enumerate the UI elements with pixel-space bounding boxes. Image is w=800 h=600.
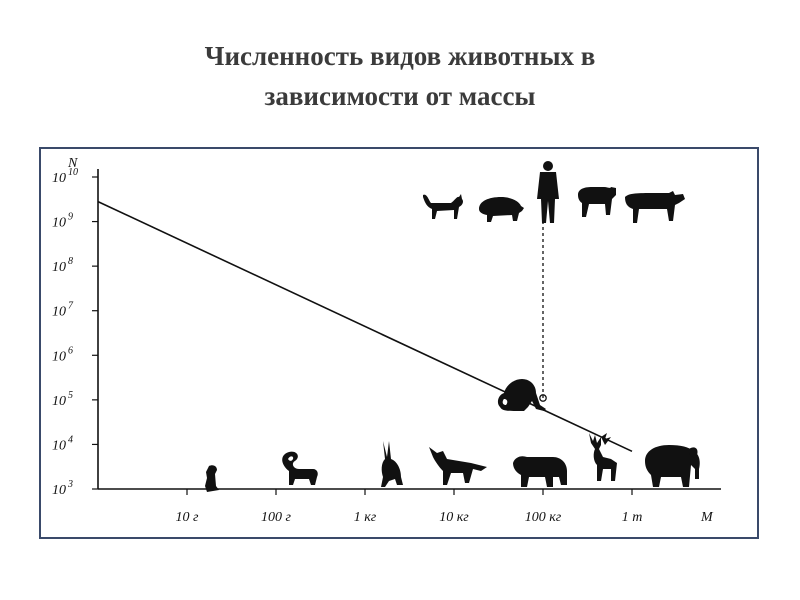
y-tick-label: 10 6 (52, 345, 73, 364)
y-tick-label: 10 8 (52, 256, 73, 275)
x-tick-label: 100 кг (525, 510, 562, 525)
x-axis-ticks: 10 г 100 г 1 кг 10 кг 100 кг 1 т (176, 489, 643, 525)
x-tick-label: 10 г (176, 510, 200, 525)
skunk-icon (282, 451, 318, 485)
y-tick-label: 10 3 (52, 479, 73, 498)
y-tick-label: 10 9 (52, 212, 73, 231)
y-tick-label: 10 10 (52, 167, 78, 186)
axes: NM (67, 156, 721, 525)
x-tick-label: 1 кг (354, 510, 377, 525)
slide-title: Численность видов животных в зависимости… (0, 36, 800, 116)
fox-icon (429, 447, 487, 485)
deer-icon (589, 433, 617, 481)
x-tick-label: 100 г (261, 510, 292, 525)
y-tick-label: 10 5 (52, 390, 73, 409)
series-layer (97, 200, 633, 453)
cat-icon (423, 194, 463, 219)
y-tick-label: 10 7 (52, 301, 74, 320)
x-tick-label: 10 кг (439, 510, 469, 525)
x-axis-label: M (700, 510, 714, 525)
y-tick-label: 10 4 (52, 434, 73, 453)
x-tick-label: 1 т (622, 510, 643, 525)
human-icon (537, 161, 559, 223)
monkey-icon (497, 379, 546, 411)
cow-icon (625, 191, 685, 223)
mouse-icon (205, 465, 219, 492)
hare-icon (381, 441, 403, 487)
slide-title-line-1: Численность видов животных в (204, 41, 596, 71)
series-line (97, 200, 633, 453)
y-axis-label: N (67, 156, 78, 171)
pig-icon (479, 197, 524, 222)
bear-icon (513, 456, 567, 487)
elephant-icon (645, 445, 700, 487)
slide-title-line-2: зависимости от массы (264, 81, 536, 111)
silhouette-layer (205, 161, 700, 492)
sheep-icon (578, 187, 616, 217)
